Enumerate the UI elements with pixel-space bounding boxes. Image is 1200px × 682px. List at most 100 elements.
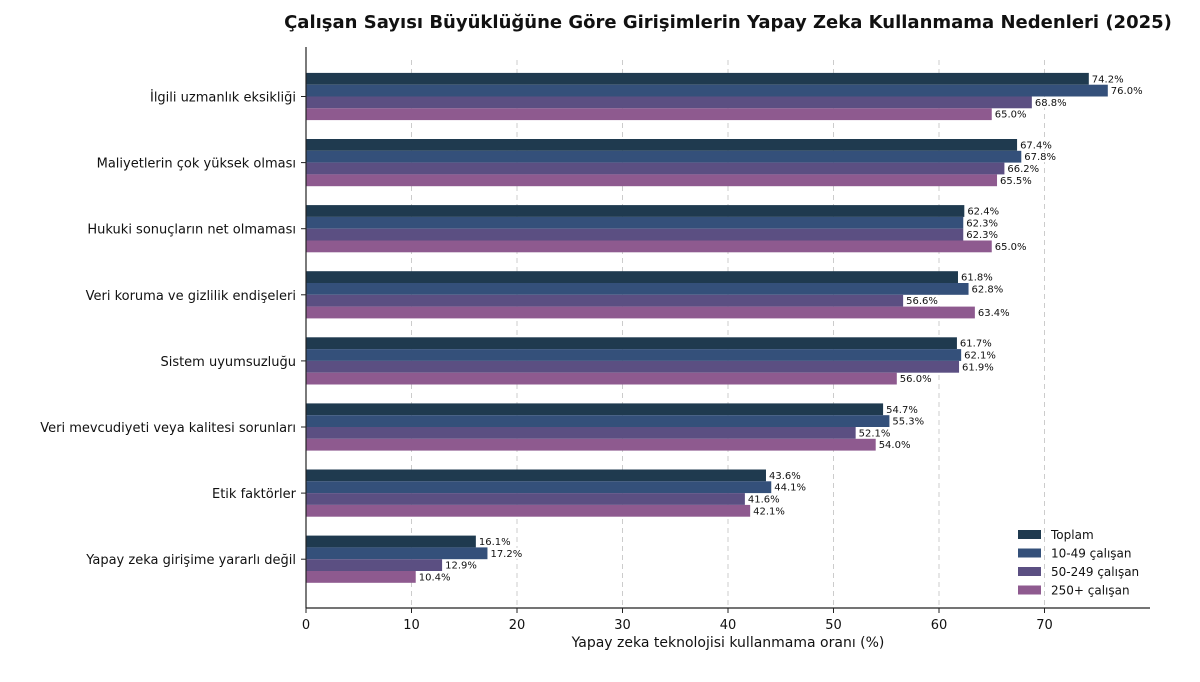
bar [306, 84, 1108, 97]
bar-value-label: 62.1% [964, 351, 996, 362]
category-labels: İlgili uzmanlık eksikliği Maliyetlerin ço… [40, 90, 306, 568]
bar-value-label: 41.6% [748, 495, 780, 506]
bar-value-label: 43.6% [769, 471, 801, 482]
bar [306, 162, 1005, 175]
bar-label-background [998, 174, 1034, 186]
bar-value-label: 62.3% [966, 230, 998, 241]
bar [306, 240, 992, 253]
bar [306, 337, 957, 350]
bar [306, 535, 476, 548]
bar [306, 415, 890, 427]
category-label: Sistem uyumsuzluğu [160, 355, 296, 370]
category-label: Veri koruma ve gizlilik endişeleri [86, 289, 296, 304]
bar-value-label: 62.8% [972, 284, 1004, 295]
bar-label-background [416, 571, 453, 583]
bar [306, 228, 964, 241]
bar-label-background [964, 217, 1000, 229]
bar [306, 271, 958, 283]
bar-label-background [1022, 151, 1058, 163]
x-tick-label: 70 [1036, 618, 1053, 633]
legend-swatch [1018, 567, 1041, 576]
bar-value-label: 55.3% [892, 417, 924, 428]
bar-label-background [965, 205, 1001, 217]
bar [306, 174, 998, 187]
x-tick-label: 20 [509, 618, 526, 633]
bar-label-background [1032, 97, 1069, 108]
bar [306, 360, 960, 373]
bar-label-background [745, 493, 782, 505]
x-tick-label: 30 [614, 618, 631, 633]
bar [306, 559, 443, 571]
category-label: Veri mevcudiyeti veya kalitesi sorunları [40, 421, 296, 436]
bar-label-background [904, 295, 940, 307]
bar [306, 72, 1089, 85]
x-tick-label: 40 [720, 618, 737, 633]
bar-value-label: 42.1% [753, 506, 785, 517]
category-label: Hukuki sonuçların net olmaması [87, 223, 296, 238]
bar-label-background [751, 505, 787, 517]
bar [306, 372, 897, 385]
bar [306, 349, 962, 361]
bar-label-background [884, 403, 920, 415]
legend-label: 250+ çalışan [1051, 584, 1130, 598]
bar-value-label: 66.2% [1007, 164, 1039, 175]
bar-value-label: 65.0% [995, 242, 1027, 253]
bar-label-background [960, 361, 996, 373]
bar-label-background [962, 349, 998, 361]
bar-value-label: 44.1% [774, 483, 806, 494]
bar [306, 108, 992, 121]
bar-label-background [975, 307, 1012, 318]
x-tick-label: 0 [302, 618, 310, 633]
bar-value-label: 12.9% [445, 561, 477, 572]
bar [306, 150, 1022, 163]
category-label: Yapay zeka girişime yararlı değil [85, 553, 296, 568]
bar-label-background [897, 373, 934, 384]
bar-label-background [476, 536, 513, 547]
bar-label-background [443, 559, 479, 571]
legend-swatch [1018, 530, 1041, 539]
bar-value-label: 68.8% [1035, 98, 1067, 109]
bar-label-background [876, 439, 913, 451]
bar [306, 403, 884, 416]
bars [306, 72, 1108, 583]
category-label: Etik faktörler [212, 487, 297, 502]
bar-label-background [488, 547, 524, 559]
bar [306, 216, 964, 229]
bar-label-background [969, 283, 1006, 295]
bar-label-background [1005, 163, 1041, 174]
bar-value-label: 65.0% [995, 110, 1027, 121]
bar [306, 139, 1018, 151]
bar-value-label: 65.5% [1000, 176, 1032, 187]
bar [306, 481, 772, 494]
legend: Toplam 10-49 çalışan 50-249 çalışan 250+ ça… [1018, 528, 1139, 598]
bar-value-label: 61.9% [962, 362, 994, 373]
bar-value-label: 61.8% [961, 273, 993, 284]
legend-label: 50-249 çalışan [1051, 565, 1139, 579]
bar-value-label: 62.4% [967, 207, 999, 218]
bar-label-background [958, 271, 995, 283]
x-axis-label: Yapay zeka teknolojisi kullanmama oranı … [571, 635, 885, 651]
chart-title: Çalışan Sayısı Büyüklüğüne Göre Girişiml… [284, 12, 1172, 33]
bar [306, 438, 876, 451]
legend-swatch [1018, 548, 1041, 558]
bar [306, 427, 856, 439]
bar-label-background [992, 108, 1029, 120]
bar [306, 306, 975, 319]
x-tick-label: 50 [825, 618, 842, 633]
bar [306, 571, 416, 583]
bar-label-background [766, 470, 803, 481]
bar-value-label: 74.2% [1092, 74, 1124, 85]
category-label: İlgili uzmanlık eksikliği [150, 90, 296, 106]
bar-value-label: 61.7% [960, 339, 992, 350]
bar-value-label: 76.0% [1111, 86, 1143, 97]
bar-label-background [890, 415, 926, 427]
bar [306, 205, 965, 217]
x-tick-labels: 0 10 20 30 40 50 60 70 [302, 608, 1053, 633]
bar-label-background [1108, 85, 1145, 96]
bar-label-background [1018, 139, 1054, 151]
bar-value-label: 56.6% [906, 296, 938, 307]
bar-value-label: 63.4% [978, 308, 1010, 319]
bar [306, 504, 751, 517]
bar-value-label: 62.3% [966, 218, 998, 229]
